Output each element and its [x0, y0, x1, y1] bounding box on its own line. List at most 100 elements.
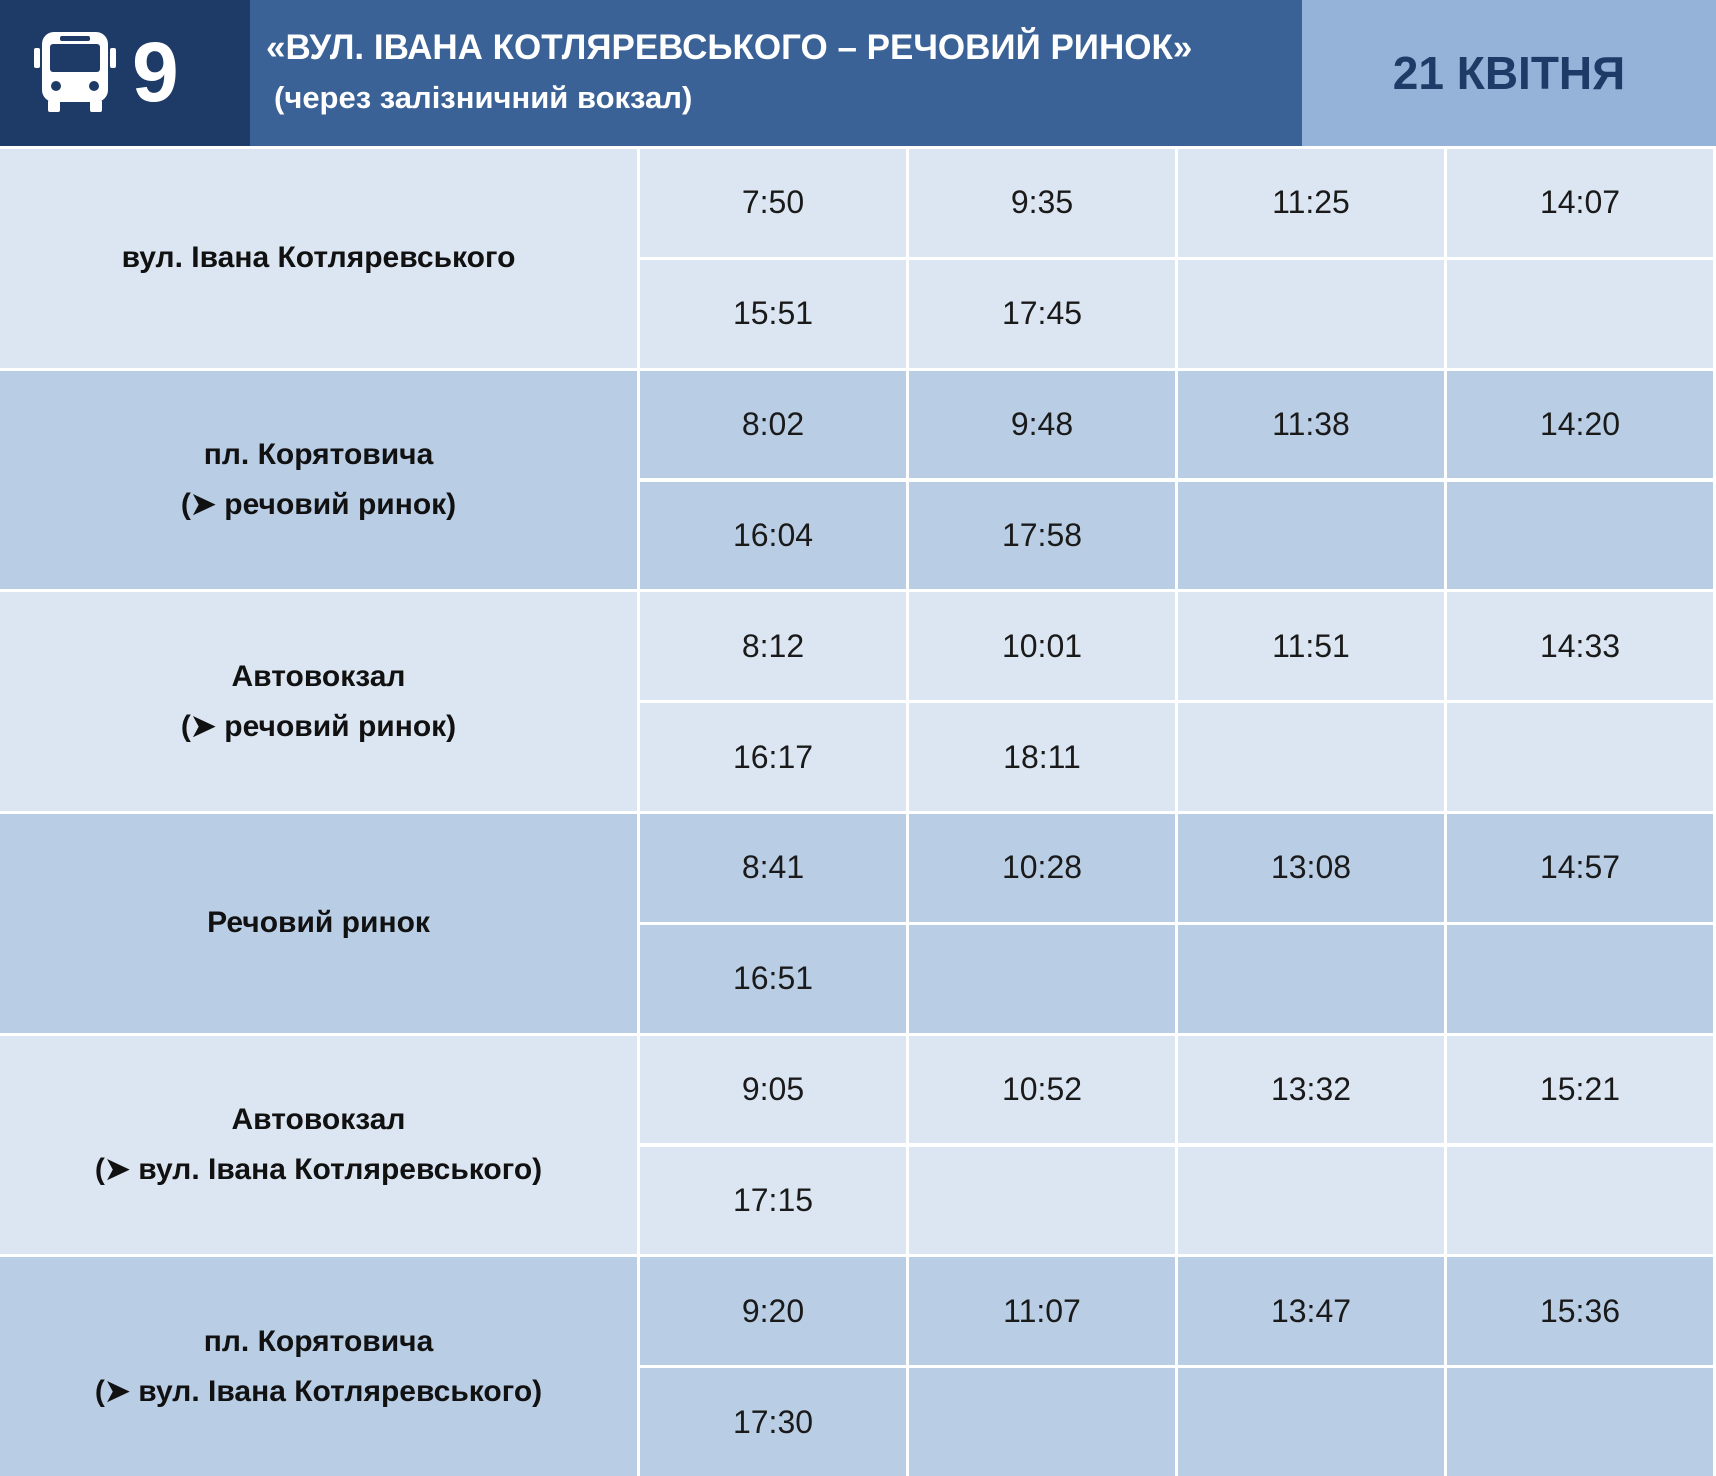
time-cell: 8:41 [640, 814, 906, 922]
time-cell: 16:04 [640, 481, 906, 590]
time-cell: 7:50 [640, 149, 906, 257]
departure-time: 13:32 [1270, 1071, 1352, 1108]
route-number: 9 [132, 25, 179, 119]
departure-time: 11:07 [1003, 1292, 1081, 1329]
departure-time: 11:38 [1272, 406, 1350, 443]
time-cell [909, 924, 1175, 1033]
time-cell: 9:05 [640, 1035, 906, 1144]
time-cell [1447, 1368, 1713, 1476]
departure-time: 17:15 [732, 1181, 814, 1218]
time-cell: 17:15 [640, 1146, 906, 1255]
departure-time: 17:58 [1001, 516, 1083, 553]
time-cell [1447, 259, 1713, 368]
time-cell [1178, 481, 1444, 590]
departure-time: 18:11 [1003, 738, 1081, 775]
time-cell: 9:20 [640, 1257, 906, 1366]
time-cell [909, 1368, 1175, 1476]
departure-time: 9:05 [741, 1071, 805, 1108]
time-cell: 9:48 [909, 370, 1175, 479]
departure-time: 14:07 [1539, 184, 1621, 221]
time-cell [909, 1146, 1175, 1255]
route-badge: 9 [0, 0, 250, 146]
time-cell: 14:57 [1447, 814, 1713, 922]
bus-icon [34, 32, 116, 112]
departure-time: 9:35 [1010, 184, 1074, 221]
stop-name: пл. Корятовича (➤ вул. Івана Котляревсько… [0, 1257, 637, 1476]
time-cell: 13:47 [1178, 1257, 1444, 1366]
stop-line: пл. Корятовича [203, 437, 434, 471]
time-cell: 13:08 [1178, 814, 1444, 922]
departure-time: 8:12 [741, 627, 805, 664]
time-cell [1178, 703, 1444, 811]
route-title: «ВУЛ. ІВАНА КОТЛЯРЕВСЬКОГО – РЕЧОВИЙ РИН… [266, 28, 1193, 67]
time-cell: 16:17 [640, 703, 906, 811]
time-cell: 11:25 [1178, 149, 1444, 257]
time-cell: 11:51 [1178, 592, 1444, 701]
departure-time: 10:52 [1001, 1071, 1083, 1108]
time-cell: 11:38 [1178, 370, 1444, 479]
time-cell: 13:32 [1178, 1035, 1444, 1144]
departure-time: 11:51 [1272, 627, 1350, 664]
time-cell: 17:45 [909, 259, 1175, 368]
stop-name: пл. Корятовича (➤ речовий ринок) [0, 370, 637, 590]
stop-name: вул. Івана Котляревського [0, 149, 637, 368]
time-cell: 17:58 [909, 481, 1175, 590]
time-cell: 18:11 [909, 703, 1175, 811]
departure-time: 9:20 [741, 1292, 805, 1329]
time-cell: 15:36 [1447, 1257, 1713, 1366]
time-cell [1447, 481, 1713, 590]
stop-line: (➤ речовий ринок) [180, 487, 457, 521]
departure-time: 11:25 [1272, 184, 1350, 221]
time-cell: 10:01 [909, 592, 1175, 701]
time-cell [1178, 1146, 1444, 1255]
stop-line: (➤ вул. Івана Котляревського) [94, 1374, 543, 1408]
stop-line: вул. Івана Котляревського [121, 241, 516, 275]
stop-line: Речовий ринок [207, 906, 430, 940]
time-cell: 17:30 [640, 1368, 906, 1476]
departure-time: 14:33 [1539, 627, 1621, 664]
departure-time: 13:08 [1270, 849, 1352, 886]
departure-time: 16:51 [732, 960, 814, 997]
time-cell: 14:33 [1447, 592, 1713, 701]
departure-time: 15:36 [1539, 1292, 1621, 1329]
departure-time: 7:50 [741, 184, 805, 221]
stop-name: Речовий ринок [0, 814, 637, 1033]
departure-time: 8:02 [741, 406, 805, 443]
stop-line: (➤ речовий ринок) [180, 709, 457, 743]
time-cell: 10:52 [909, 1035, 1175, 1144]
stop-line: (➤ вул. Івана Котляревського) [94, 1152, 543, 1186]
time-cell: 10:28 [909, 814, 1175, 922]
stop-line: Автовокзал [231, 659, 406, 693]
time-cell: 8:02 [640, 370, 906, 479]
departure-time: 16:04 [732, 516, 814, 553]
departure-time: 13:47 [1270, 1292, 1352, 1329]
stop-name: Автовокзал (➤ речовий ринок) [0, 592, 637, 811]
route-title-block: «ВУЛ. ІВАНА КОТЛЯРЕВСЬКОГО – РЕЧОВИЙ РИН… [250, 0, 1302, 146]
departure-time: 17:30 [732, 1403, 814, 1440]
time-cell [1447, 924, 1713, 1033]
departure-time: 16:17 [732, 738, 814, 775]
date-block: 21 КВІТНЯ [1302, 0, 1716, 146]
time-cell: 15:51 [640, 259, 906, 368]
date: 21 КВІТНЯ [1392, 47, 1626, 99]
time-cell: 14:20 [1447, 370, 1713, 479]
departure-time: 14:57 [1539, 849, 1621, 886]
time-cell [1178, 1368, 1444, 1476]
time-cell: 16:51 [640, 924, 906, 1033]
departure-time: 8:41 [741, 849, 805, 886]
stop-line: Автовокзал [231, 1102, 406, 1136]
departure-time: 14:20 [1539, 406, 1621, 443]
departure-time: 10:01 [1001, 627, 1083, 664]
time-cell [1178, 259, 1444, 368]
departure-time: 10:28 [1001, 849, 1083, 886]
time-cell [1447, 703, 1713, 811]
stop-name: Автовокзал (➤ вул. Івана Котляревського) [0, 1035, 637, 1255]
time-cell [1178, 924, 1444, 1033]
departure-time: 15:51 [732, 295, 814, 332]
time-cell: 14:07 [1447, 149, 1713, 257]
time-cell: 9:35 [909, 149, 1175, 257]
departure-time: 9:48 [1010, 406, 1074, 443]
time-cell: 11:07 [909, 1257, 1175, 1366]
departure-time: 17:45 [1001, 295, 1083, 332]
